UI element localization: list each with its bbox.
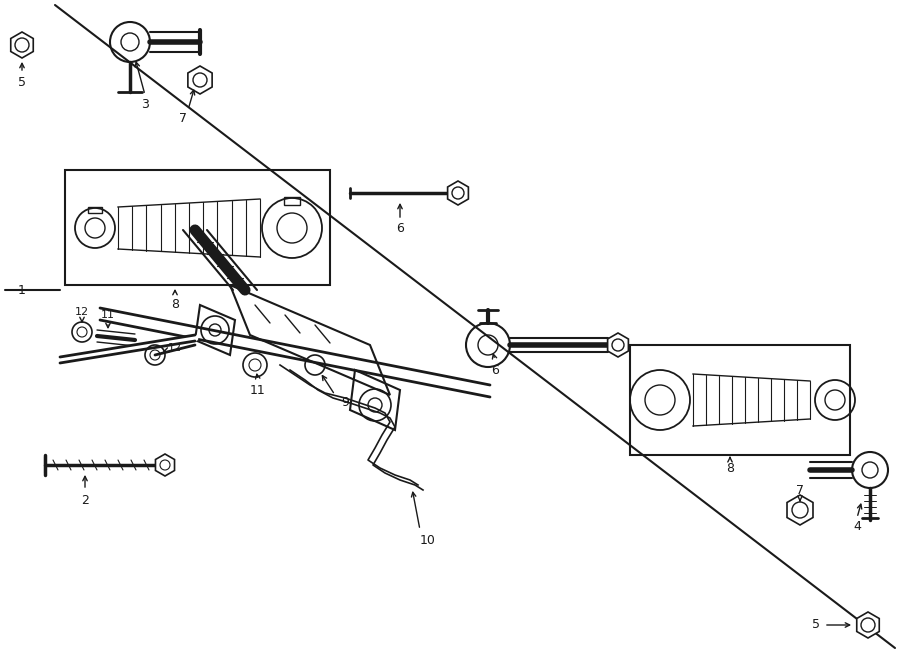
Text: 10: 10 (420, 533, 436, 547)
Text: 8: 8 (726, 461, 734, 475)
Text: 3: 3 (141, 98, 149, 112)
Text: 5: 5 (18, 77, 26, 89)
Polygon shape (787, 495, 813, 525)
Text: 11: 11 (250, 383, 266, 397)
Bar (284, 197, 300, 205)
Bar (630, 345, 850, 455)
Polygon shape (156, 454, 175, 476)
Text: 7: 7 (179, 112, 187, 124)
Polygon shape (447, 181, 468, 205)
Text: 12: 12 (168, 343, 182, 353)
Text: 5: 5 (812, 619, 820, 631)
Text: 12: 12 (75, 307, 89, 317)
Text: 9: 9 (341, 397, 349, 410)
Bar (65, 170, 330, 285)
Polygon shape (11, 32, 33, 58)
Text: 2: 2 (81, 494, 89, 506)
Polygon shape (857, 612, 879, 638)
Bar (88, 207, 102, 213)
Text: 11: 11 (101, 310, 115, 320)
Text: 4: 4 (853, 520, 861, 533)
Polygon shape (188, 66, 212, 94)
Text: 6: 6 (396, 221, 404, 235)
Text: 6: 6 (491, 364, 499, 377)
Text: 1: 1 (18, 284, 26, 297)
Text: 7: 7 (796, 483, 804, 496)
Text: 8: 8 (171, 299, 179, 311)
Polygon shape (608, 333, 628, 357)
